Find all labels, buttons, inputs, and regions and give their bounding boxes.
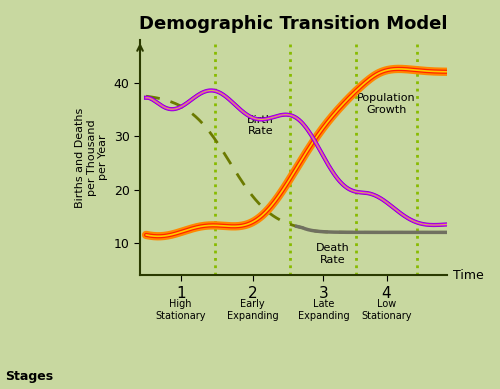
Text: Time: Time xyxy=(452,268,484,282)
Text: Low
Stationary: Low Stationary xyxy=(362,299,412,321)
Text: Birth
Rate: Birth Rate xyxy=(247,115,274,137)
Title: Demographic Transition Model: Demographic Transition Model xyxy=(139,15,448,33)
Text: Early
Expanding: Early Expanding xyxy=(227,299,278,321)
Y-axis label: Births and Deaths
per Thousand
per Year: Births and Deaths per Thousand per Year xyxy=(75,107,108,208)
Text: Stages: Stages xyxy=(5,370,53,382)
Text: High
Stationary: High Stationary xyxy=(156,299,206,321)
Text: Death
Rate: Death Rate xyxy=(316,243,350,265)
Text: Population
Growth: Population Growth xyxy=(357,93,416,115)
Text: Late
Expanding: Late Expanding xyxy=(298,299,349,321)
